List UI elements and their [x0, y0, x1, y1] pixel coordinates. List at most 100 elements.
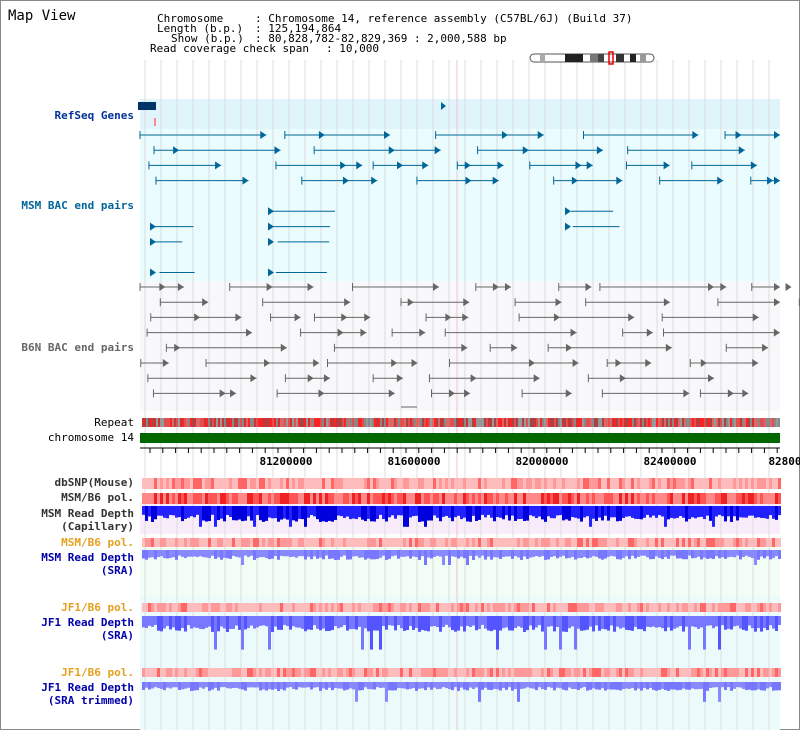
- msm-depth-capillary-label-2[interactable]: (Capillary): [61, 520, 134, 533]
- msm-depth-capillary-bar: [778, 506, 781, 516]
- jf1-b6-pol-label-2[interactable]: JF1/B6 pol.: [61, 666, 134, 679]
- msm-depth-sra-label-2[interactable]: (SRA): [100, 564, 134, 577]
- dbsnp-mark: [487, 478, 490, 489]
- msm-b6-pol-mark: [322, 493, 325, 504]
- msm-b6-pol-mark: [337, 538, 340, 547]
- msm-depth-sra-label-1[interactable]: MSM Read Depth: [41, 551, 134, 564]
- jf1-b6-pol-mark: [685, 603, 688, 612]
- msm-b6-pol-mark: [511, 493, 514, 504]
- jf1-depth-trim-label-1[interactable]: JF1 Read Depth: [41, 681, 134, 694]
- msm-depth-capillary-bar: [226, 506, 229, 516]
- jf1-depth-sra-bar: [592, 616, 595, 632]
- msm-b6-pol-mark: [670, 538, 673, 547]
- jf1-depth-trim-bar: [415, 682, 418, 691]
- dbsnp-label[interactable]: dbSNP(Mouse): [54, 476, 134, 489]
- jf1-depth-sra-bar: [472, 616, 475, 626]
- jf1-depth-sra-bar: [652, 616, 655, 627]
- dbsnp-mark: [679, 478, 682, 489]
- jf1-b6-pol-mark: [619, 603, 622, 612]
- msm-bac-label[interactable]: MSM BAC end pairs: [21, 199, 134, 212]
- repeat-mark: [634, 418, 636, 427]
- jf1-depth-trim-label-2[interactable]: (SRA trimmed): [47, 694, 134, 707]
- jf1-b6-pol-label[interactable]: JF1/B6 pol.: [61, 601, 134, 614]
- msm-b6-pol-mark: [172, 538, 175, 547]
- msm-bac-pair: [774, 176, 780, 185]
- jf1-b6-pol-mark: [595, 603, 598, 612]
- jf1-depth-trim-bar: [169, 682, 172, 689]
- jf1-b6-pol-mark: [430, 668, 433, 677]
- msm-depth-sra-bar: [169, 550, 172, 558]
- msm-b6-pol-mark: [403, 538, 406, 547]
- msm-b6-pol-mark: [415, 538, 418, 547]
- jf1-b6-pol-mark: [274, 603, 277, 612]
- b6n-bac-pair: [462, 313, 469, 322]
- b6n-bac-label[interactable]: B6N BAC end pairs: [21, 341, 134, 354]
- jf1-b6-pol-mark: [586, 603, 589, 612]
- b6n-bac-pair: [774, 298, 780, 307]
- jf1-depth-trim-bar: [619, 682, 622, 691]
- msm-depth-capillary-label-1[interactable]: MSM Read Depth: [41, 507, 134, 520]
- refseq-genes-label[interactable]: RefSeq Genes: [54, 109, 134, 122]
- jf1-depth-sra-label-1[interactable]: JF1 Read Depth: [41, 616, 134, 629]
- jf1-b6-pol-mark: [154, 668, 157, 677]
- msm-b6-pol-mark: [415, 493, 418, 504]
- jf1-b6-pol-mark: [772, 668, 775, 677]
- msm-depth-sra-bar: [664, 550, 667, 558]
- msm-depth-capillary-bar: [730, 506, 733, 522]
- jf1-b6-pol-mark: [379, 668, 382, 677]
- msm-b6-pol-mark: [202, 493, 205, 504]
- jf1-depth-sra-bar: [235, 616, 238, 626]
- msm-depth-capillary-bar: [550, 506, 553, 519]
- chromosome-key: Chromosome: [157, 12, 224, 25]
- jf1-b6-pol-mark: [559, 603, 562, 612]
- repeat-mark: [516, 418, 518, 427]
- jf1-depth-sra-bar: [262, 616, 265, 626]
- msm-b6-pol-label[interactable]: MSM/B6 pol.: [61, 491, 134, 504]
- dbsnp-mark: [565, 478, 568, 489]
- chromosome-value: : Chromosome 14, reference assembly (C57…: [255, 12, 633, 25]
- dbsnp-mark: [766, 478, 769, 489]
- jf1-b6-pol-mark: [376, 668, 379, 677]
- msm-b6-pol-mark: [286, 538, 289, 547]
- dbsnp-mark: [595, 478, 598, 489]
- jf1-b6-pol-mark: [283, 668, 286, 677]
- msm-b6-pol-mark: [685, 538, 688, 547]
- jf1-depth-trim-bar: [514, 682, 517, 689]
- jf1-depth-trim-bar: [580, 682, 583, 689]
- repeat-mark: [632, 418, 634, 427]
- repeat-mark: [538, 418, 540, 427]
- jf1-depth-trim-bar: [316, 682, 319, 688]
- jf1-depth-sra-bar: [655, 616, 658, 628]
- b6n-bac-pair: [555, 298, 562, 307]
- jf1-depth-trim-bar: [319, 682, 322, 691]
- jf1-b6-pol-mark: [430, 603, 433, 612]
- repeat-mark: [394, 418, 396, 427]
- msm-depth-sra-bar: [211, 550, 214, 556]
- jf1-depth-trim-bar: [610, 682, 613, 690]
- jf1-depth-sra-bar: [223, 616, 226, 629]
- jf1-depth-sra-bar: [466, 616, 469, 626]
- repeat-mark: [734, 418, 736, 427]
- msm-b6-pol-mark: [328, 493, 331, 504]
- msm-depth-sra-bar: [514, 550, 517, 557]
- msm-depth-capillary-bar: [358, 506, 361, 518]
- repeat-mark: [514, 418, 516, 427]
- jf1-b6-pol-mark: [181, 603, 184, 612]
- msm-depth-sra-bar: [571, 550, 574, 557]
- repeat-mark: [696, 418, 698, 427]
- repeat-mark: [168, 418, 170, 427]
- dbsnp-mark: [547, 478, 550, 489]
- dbsnp-mark: [277, 478, 280, 489]
- msm-b6-pol-mark: [208, 493, 211, 504]
- jf1-b6-pol-mark: [565, 603, 568, 612]
- jf1-b6-pol-mark: [478, 603, 481, 612]
- jf1-b6-pol-mark: [565, 668, 568, 677]
- jf1-depth-sra-label-2[interactable]: (SRA): [100, 629, 134, 642]
- msm-b6-pol-mark: [163, 538, 166, 547]
- repeat-mark: [776, 418, 778, 427]
- jf1-b6-pol-mark: [412, 668, 415, 677]
- msm-depth-capillary-bar: [163, 506, 166, 518]
- jf1-depth-sra-bar: [409, 616, 412, 627]
- msm-b6-pol-label-2[interactable]: MSM/B6 pol.: [61, 536, 134, 549]
